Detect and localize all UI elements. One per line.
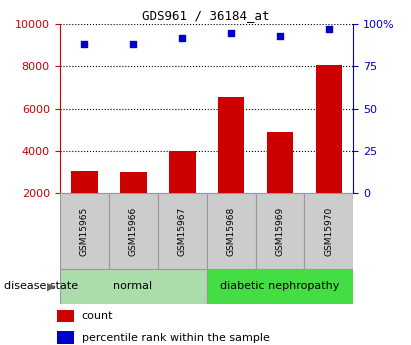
Bar xyxy=(71,171,97,193)
Bar xyxy=(58,310,74,323)
Bar xyxy=(305,193,353,269)
Bar xyxy=(266,132,293,193)
Bar xyxy=(157,193,206,269)
Bar xyxy=(109,193,157,269)
Text: GDS961 / 36184_at: GDS961 / 36184_at xyxy=(142,9,269,22)
Bar xyxy=(58,332,74,344)
Text: normal: normal xyxy=(113,282,152,291)
Bar xyxy=(316,65,342,193)
Text: GSM15965: GSM15965 xyxy=(80,207,89,256)
Text: GSM15970: GSM15970 xyxy=(324,207,333,256)
Point xyxy=(326,27,332,32)
Point xyxy=(81,42,88,47)
Point xyxy=(179,35,185,40)
Text: diabetic nephropathy: diabetic nephropathy xyxy=(220,282,339,291)
Text: percentile rank within the sample: percentile rank within the sample xyxy=(81,333,270,343)
Point xyxy=(228,30,234,35)
Text: GSM15967: GSM15967 xyxy=(178,207,187,256)
Bar xyxy=(60,269,206,304)
Point xyxy=(130,42,136,47)
Bar xyxy=(206,269,353,304)
Bar xyxy=(206,193,256,269)
Text: ▶: ▶ xyxy=(47,282,55,291)
Text: GSM15969: GSM15969 xyxy=(275,207,284,256)
Bar xyxy=(60,193,109,269)
Bar xyxy=(120,172,147,193)
Bar xyxy=(256,193,305,269)
Bar xyxy=(169,150,196,193)
Text: count: count xyxy=(81,311,113,321)
Text: GSM15968: GSM15968 xyxy=(226,207,236,256)
Text: GSM15966: GSM15966 xyxy=(129,207,138,256)
Text: disease state: disease state xyxy=(4,282,78,291)
Bar xyxy=(217,97,245,193)
Point xyxy=(277,33,283,39)
